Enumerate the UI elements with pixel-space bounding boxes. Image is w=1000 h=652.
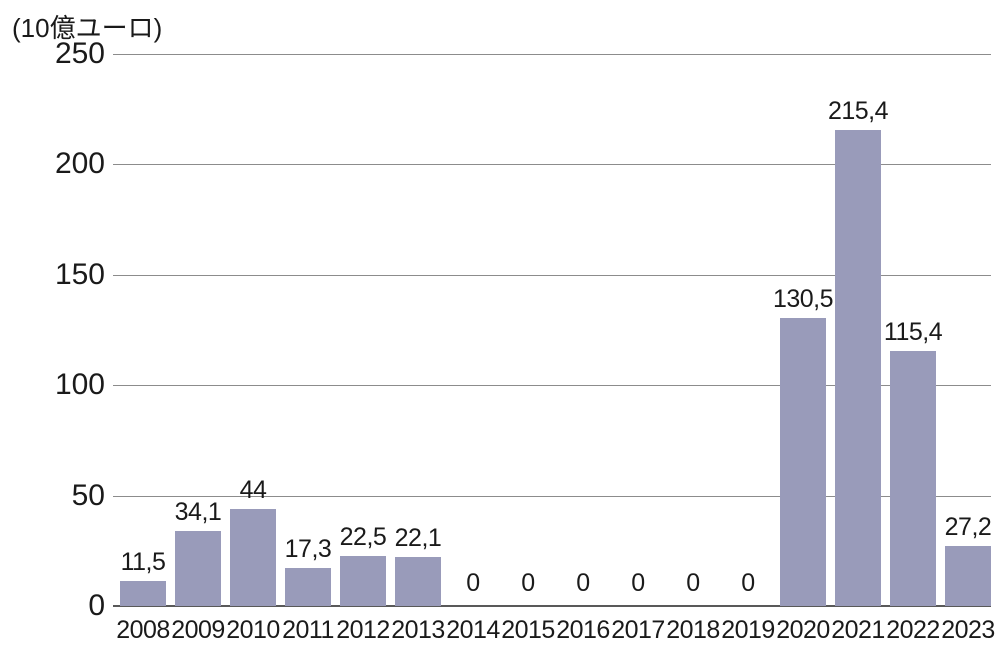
bar <box>230 508 276 606</box>
x-tick-label: 2014 <box>446 616 500 644</box>
y-tick-label: 0 <box>88 589 105 622</box>
chart-unit-label: (10億ユーロ) <box>12 13 163 43</box>
bar-value-label: 0 <box>576 569 590 597</box>
bar-value-label: 0 <box>686 569 700 597</box>
x-axis-line <box>113 605 991 607</box>
bar <box>175 530 221 606</box>
bar-value-label: 22,1 <box>394 524 442 553</box>
bar-value-label: 0 <box>466 569 480 597</box>
bar-value-label: 22,5 <box>339 523 387 552</box>
bar <box>835 130 881 606</box>
gridline <box>113 274 991 276</box>
y-tick-label: 150 <box>54 257 105 291</box>
y-tick-label: 50 <box>71 478 105 512</box>
y-tick-label: 100 <box>54 368 105 402</box>
x-tick-label: 2012 <box>336 616 390 644</box>
bar <box>395 557 441 606</box>
bar-value-label: 17,3 <box>284 534 332 563</box>
x-tick-label: 2013 <box>391 616 445 644</box>
x-tick-label: 2015 <box>501 616 555 644</box>
bar <box>890 351 936 606</box>
bar-value-label: 215,4 <box>827 97 889 126</box>
bar <box>120 580 166 606</box>
bar-value-label: 0 <box>521 569 535 597</box>
x-tick-label: 2010 <box>226 616 280 644</box>
x-tick-label: 2019 <box>721 616 775 644</box>
bar-value-label: 130,5 <box>772 284 834 313</box>
gridline <box>113 495 991 497</box>
y-tick-label: 250 <box>54 37 105 70</box>
x-tick-label: 2021 <box>831 616 885 644</box>
bar-value-label: 44 <box>239 475 267 504</box>
x-tick-label: 2023 <box>941 616 995 644</box>
y-tick-label: 200 <box>54 147 105 181</box>
bar-value-label: 0 <box>741 569 755 597</box>
x-tick-label: 2018 <box>666 616 720 644</box>
bar-value-label: 27,2 <box>944 512 992 541</box>
gridline <box>113 164 991 166</box>
x-tick-label: 2016 <box>556 616 610 644</box>
gridline <box>113 54 991 55</box>
x-tick-label: 2008 <box>116 616 170 644</box>
bar-value-label: 115,4 <box>883 318 943 347</box>
x-tick-label: 2009 <box>171 616 225 644</box>
bar-value-label: 0 <box>631 569 645 597</box>
x-tick-label: 2011 <box>282 616 334 644</box>
x-tick-label: 2020 <box>776 616 830 644</box>
bar <box>945 545 991 606</box>
x-tick-label: 2022 <box>886 616 940 644</box>
bar <box>780 317 826 606</box>
bar-value-label: 11,5 <box>120 547 166 576</box>
bar <box>340 556 386 606</box>
x-tick-label: 2017 <box>611 616 665 644</box>
bar <box>285 567 331 606</box>
bar-value-label: 34,1 <box>174 497 222 526</box>
gridline <box>113 385 991 387</box>
